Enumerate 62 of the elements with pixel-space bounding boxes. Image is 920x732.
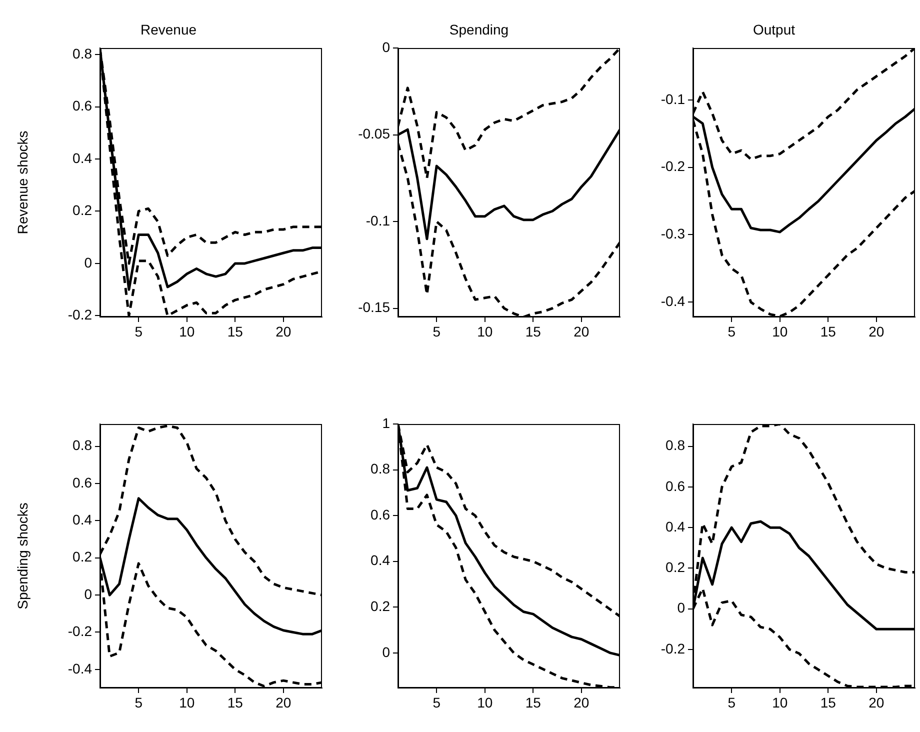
y-tick-label: 0.8	[72, 437, 92, 454]
y-tick-label: -0.2	[660, 158, 686, 174]
x-tick-label: 20	[574, 323, 590, 340]
x-tick-label: 15	[227, 323, 244, 340]
x-tick-label: 20	[574, 694, 590, 710]
y-tick-label: -0.3	[660, 226, 686, 242]
y-tick-label: 0.8	[72, 45, 92, 62]
y-tick-label: 0.8	[666, 437, 686, 454]
y-tick-label: 0.4	[370, 552, 390, 568]
y-tick-label: -0.4	[660, 293, 686, 310]
x-tick-label: 5	[432, 323, 441, 340]
y-tick-label: -0.2	[68, 623, 92, 640]
chart-title: Output	[752, 21, 796, 38]
y-tick-label: 0	[84, 254, 92, 270]
y-tick-label: 0.8	[370, 460, 390, 477]
y-tick-label: 0.2	[72, 202, 92, 218]
y-tick-label: 1	[382, 414, 390, 431]
x-tick-label: 5	[432, 694, 441, 710]
y-tick-label: -0.05	[358, 126, 390, 142]
y-tick-label: -0.2	[68, 306, 92, 323]
x-tick-label: 5	[728, 694, 736, 710]
y-tick-label: 0.6	[666, 478, 686, 494]
x-tick-label: 5	[134, 323, 143, 340]
y-tick-label: 0	[677, 600, 686, 616]
x-tick-label: 10	[772, 694, 788, 710]
y-tick-label: 0.4	[72, 512, 92, 528]
x-tick-label: 15	[820, 323, 836, 340]
y-axis-title: Revenue shocks	[14, 130, 30, 234]
y-tick-label: 0	[382, 644, 390, 660]
x-tick-label: 15	[525, 323, 542, 340]
y-tick-label: -0.2	[660, 640, 686, 656]
x-tick-label: 20	[276, 323, 292, 340]
chart-title: Revenue	[140, 21, 197, 38]
chart-title: Spending	[449, 21, 509, 38]
x-tick-label: 10	[477, 323, 493, 340]
y-tick-label: 0.2	[666, 559, 686, 576]
x-tick-label: 10	[477, 694, 493, 710]
x-tick-label: 20	[868, 694, 884, 710]
x-tick-label: 15	[227, 694, 244, 710]
y-tick-label: 0.2	[370, 598, 390, 614]
x-tick-label: 5	[728, 323, 736, 340]
y-tick-label: 0	[84, 586, 92, 602]
y-tick-label: 0.6	[72, 98, 92, 114]
x-tick-label: 10	[179, 323, 195, 340]
x-tick-label: 15	[525, 694, 542, 710]
y-tick-label: -0.4	[68, 660, 92, 676]
y-tick-label: -0.1	[660, 90, 686, 107]
y-tick-label: 0.2	[72, 548, 92, 565]
x-tick-label: 10	[772, 323, 788, 340]
y-tick-label: 0.4	[666, 518, 686, 534]
y-tick-label: 0.6	[72, 474, 92, 490]
x-tick-label: 5	[134, 694, 143, 710]
x-tick-label: 20	[276, 694, 292, 710]
x-tick-label: 15	[820, 694, 836, 710]
x-tick-label: 20	[868, 323, 884, 340]
y-tick-label: -0.15	[358, 299, 390, 316]
x-tick-label: 10	[179, 694, 195, 710]
y-tick-label: -0.1	[366, 212, 390, 228]
y-tick-label: 0.4	[72, 150, 92, 166]
y-tick-label: 0	[382, 38, 390, 55]
y-axis-title: Spending shocks	[14, 502, 30, 610]
y-tick-label: 0.6	[370, 506, 390, 522]
